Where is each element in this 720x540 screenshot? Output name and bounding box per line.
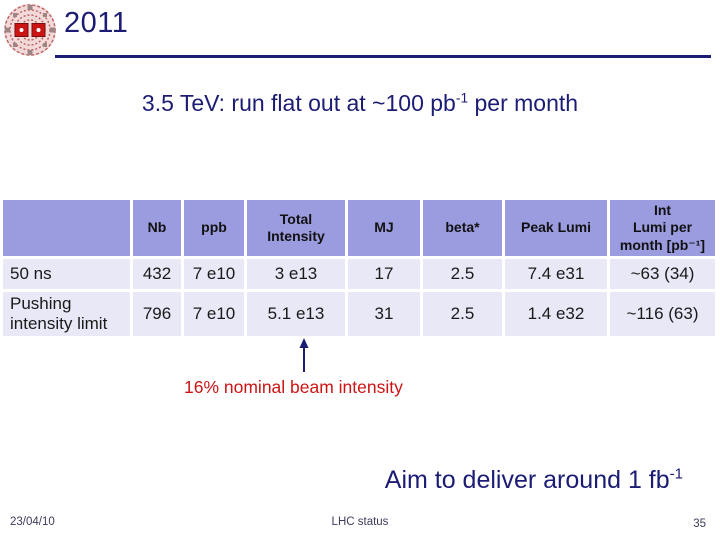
corner-cell (3, 200, 130, 256)
title-underline (55, 55, 711, 58)
table-row: Nb ppb Total Intensity MJ beta* Peak Lumi Int … (3, 200, 715, 256)
table-cell: 3 e13 (247, 259, 345, 289)
aim-text: Aim to deliver around 1 fb (384, 466, 670, 494)
aim-superscript: -1 (669, 465, 683, 483)
table-body: 50 ns 432 7 e10 3 e13 17 2.5 7.4 e31 ~63 (34) Pu… (3, 259, 715, 336)
slide-subtitle: 3.5 TeV: run flat out at ~100 pb-1 per m… (0, 90, 720, 117)
table-cell: 796 (133, 292, 181, 336)
lhc-logo-icon (2, 2, 58, 58)
subtitle-text-tail: per month (468, 90, 579, 116)
table-cell: 5.1 e13 (247, 292, 345, 336)
column-header: ppb (184, 200, 244, 256)
table-row: 50 ns 432 7 e10 3 e13 17 2.5 7.4 e31 ~63 (34) (3, 259, 715, 289)
table-cell: 31 (348, 292, 420, 336)
table-cell: ~63 (34) (610, 259, 715, 289)
slide-title: 2011 (64, 7, 129, 39)
table-cell: 2.5 (423, 259, 502, 289)
subtitle-text: 3.5 TeV: run flat out at ~100 pb (141, 90, 456, 116)
callout-label: 16% nominal beam intensity (184, 377, 403, 397)
aim-statement: Aim to deliver around 1 fb-1 (385, 466, 683, 495)
table-row: Pushing intensity limit 796 7 e10 5.1 e13 31… (3, 292, 715, 336)
column-header: Peak Lumi (505, 200, 607, 256)
table-cell: 2.5 (423, 292, 502, 336)
column-header: beta* (423, 200, 502, 256)
arrow-up-icon (296, 338, 312, 374)
column-header: Nb (133, 200, 181, 256)
footer-status: LHC status (331, 516, 389, 528)
table-cell: 17 (348, 259, 420, 289)
table-cell: 7 e10 (184, 292, 244, 336)
footer-page-number: 35 (693, 518, 706, 530)
column-header: Total Intensity (247, 200, 345, 256)
row-label: Pushing intensity limit (3, 292, 130, 336)
table-cell: 1.4 e32 (505, 292, 607, 336)
table-header: Nb ppb Total Intensity MJ beta* Peak Lumi Int … (3, 200, 715, 256)
parameters-table: Nb ppb Total Intensity MJ beta* Peak Lumi Int … (0, 197, 718, 339)
row-label: 50 ns (3, 259, 130, 289)
footer-date: 23/04/10 (10, 516, 55, 528)
column-header: Int Lumi per month [pb⁻¹] (610, 200, 715, 256)
column-header: MJ (348, 200, 420, 256)
table-cell: 7 e10 (184, 259, 244, 289)
subtitle-superscript: -1 (455, 90, 469, 106)
table-cell: ~116 (63) (610, 292, 715, 336)
table-cell: 7.4 e31 (505, 259, 607, 289)
table-cell: 432 (133, 259, 181, 289)
